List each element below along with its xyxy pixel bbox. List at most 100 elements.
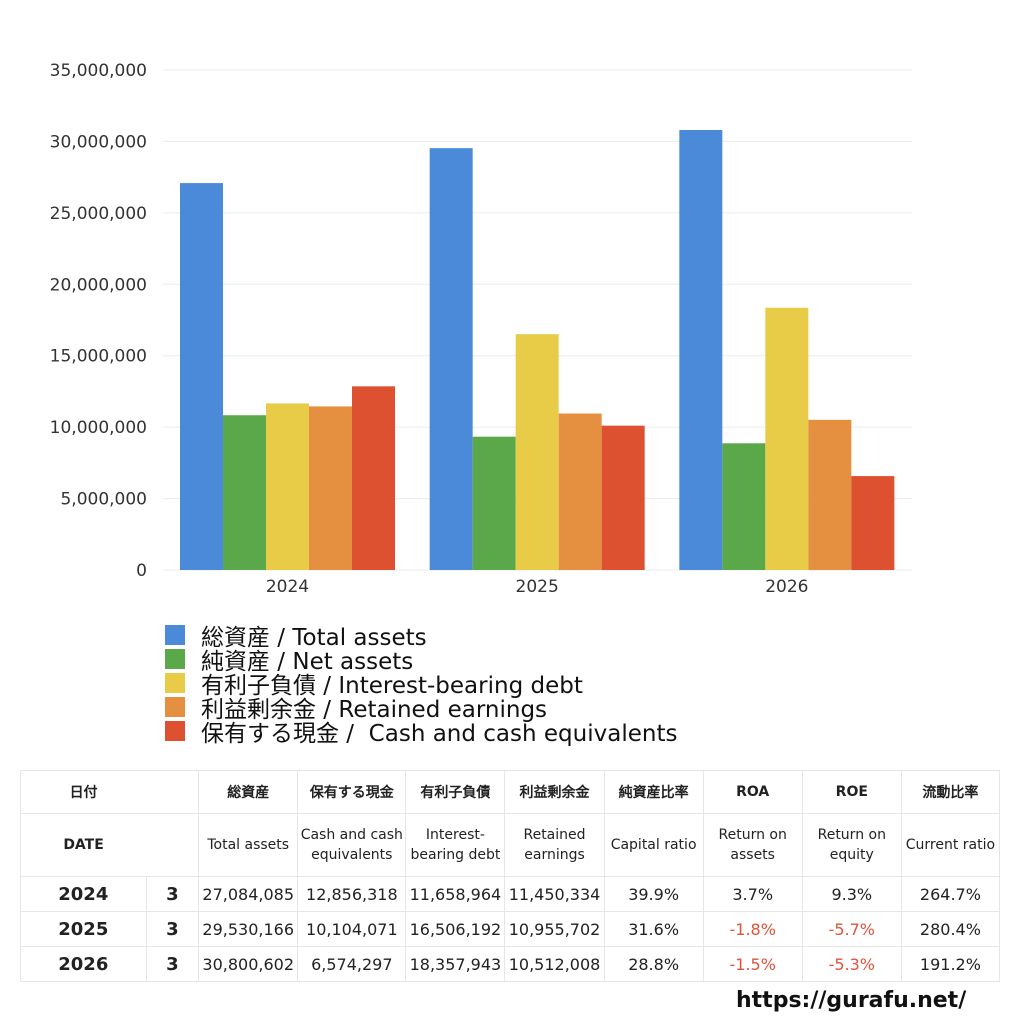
bar <box>851 476 895 570</box>
legend-label: 有利子負債 / Interest-bearing debt <box>201 673 583 699</box>
legend-label: 保有する現金 / Cash and cash equivalents <box>201 721 678 747</box>
table-cell: 3 <box>145 876 200 912</box>
table-cell: -1.5% <box>702 946 803 982</box>
bar <box>601 425 645 570</box>
header-cell: Cash and cash equivalents <box>297 813 407 877</box>
header-cell: 保有する現金 <box>297 770 407 814</box>
y-tick-label: 20,000,000 <box>50 275 147 295</box>
table-cell: 11,658,964 <box>405 876 506 912</box>
legend-label: 純資産 / Net assets <box>201 649 414 675</box>
table-cell: 3.7% <box>702 876 803 912</box>
y-tick-label: 5,000,000 <box>60 490 147 510</box>
bar <box>472 436 516 570</box>
legend-item: 総資産 / Total assets <box>165 623 677 651</box>
table-cell: 18,357,943 <box>405 946 506 982</box>
header-cell <box>146 770 200 814</box>
table-cell: 12,856,318 <box>297 876 407 912</box>
header-cell: DATE <box>20 813 147 877</box>
table-cell: 280.4% <box>900 911 1001 947</box>
table-cell: 31.6% <box>603 911 704 947</box>
table-cell: 2024 <box>20 876 147 912</box>
bar <box>558 413 602 570</box>
header-cell: Return on equity <box>801 813 902 877</box>
legend-swatch <box>165 649 185 669</box>
y-tick-label: 35,000,000 <box>50 61 147 81</box>
table-cell: 30,800,602 <box>198 946 299 982</box>
legend-label: 利益剰余金 / Retained earnings <box>201 697 548 723</box>
legend: 総資産 / Total assets 純資産 / Net assets 有利子負債 … <box>165 623 677 747</box>
table-row: 2026 3 30,800,602 6,574,297 18,357,943 10,512… <box>20 946 1001 982</box>
table-cell: 2025 <box>20 911 147 947</box>
table-cell: 27,084,085 <box>198 876 299 912</box>
header-cell: Total assets <box>198 813 299 877</box>
table-header-en: DATE Total assets Cash and cash equivalent… <box>20 813 1001 877</box>
table-cell: 3 <box>145 946 200 982</box>
bar <box>515 334 559 570</box>
legend-item: 保有する現金 / Cash and cash equivalents <box>165 719 677 747</box>
legend-swatch <box>165 697 185 717</box>
table-cell: 191.2% <box>900 946 1001 982</box>
header-cell: 総資産 <box>198 770 299 814</box>
header-cell: 有利子負債 <box>405 770 506 814</box>
x-tick-label: 2026 <box>765 577 808 597</box>
legend-item: 利益剰余金 / Retained earnings <box>165 695 677 723</box>
header-cell: 日付 <box>20 770 147 814</box>
table-cell: 11,450,334 <box>504 876 605 912</box>
bar <box>266 403 309 570</box>
legend-item: 純資産 / Net assets <box>165 647 677 675</box>
bar <box>429 148 473 570</box>
header-cell: Interest-bearing debt <box>405 813 506 877</box>
header-cell: ROE <box>801 770 902 814</box>
table-cell: 16,506,192 <box>405 911 506 947</box>
table-cell: 29,530,166 <box>198 911 299 947</box>
y-tick-label: 0 <box>136 561 147 581</box>
table-cell: 10,955,702 <box>504 911 605 947</box>
header-cell: Return on assets <box>702 813 803 877</box>
bar <box>180 183 223 570</box>
table-cell: 39.9% <box>603 876 704 912</box>
x-tick-label: 2025 <box>516 577 559 597</box>
header-cell: Capital ratio <box>603 813 704 877</box>
y-tick-label: 15,000,000 <box>50 347 147 367</box>
y-tick-label: 30,000,000 <box>50 132 147 152</box>
table-cell: 28.8% <box>603 946 704 982</box>
bar <box>352 386 395 570</box>
legend-label: 総資産 / Total assets <box>201 625 427 651</box>
table-cell: 2026 <box>20 946 147 982</box>
table-cell: -5.3% <box>801 946 902 982</box>
table-cell: -1.8% <box>702 911 803 947</box>
bar <box>223 415 266 570</box>
bars <box>180 129 895 570</box>
header-cell: Current ratio <box>900 813 1001 877</box>
legend-swatch <box>165 625 185 645</box>
table-cell: 6,574,297 <box>297 946 407 982</box>
table-cell: 9.3% <box>801 876 902 912</box>
legend-swatch <box>165 673 185 693</box>
header-cell: 流動比率 <box>900 770 1001 814</box>
y-axis-ticks: 0 5,000,000 10,000,000 15,000,000 20,000,000… <box>50 61 147 581</box>
bar <box>309 406 352 570</box>
legend-swatch <box>165 721 185 741</box>
table-cell: 264.7% <box>900 876 1001 912</box>
y-tick-label: 25,000,000 <box>50 204 147 224</box>
bar-chart: 0 5,000,000 10,000,000 15,000,000 20,000,000… <box>50 61 912 597</box>
table-cell: 3 <box>145 911 200 947</box>
bar <box>679 129 723 570</box>
bar <box>722 443 766 570</box>
table-row: 2025 3 29,530,166 10,104,071 16,506,192 10,95… <box>20 911 1001 947</box>
table-row: 2024 3 27,084,085 12,856,318 11,658,964 11,45… <box>20 876 1001 912</box>
table-cell: -5.7% <box>801 911 902 947</box>
x-axis-ticks: 2024 2025 2026 <box>266 577 809 597</box>
header-cell: ROA <box>702 770 803 814</box>
header-cell: Retained earnings <box>504 813 605 877</box>
y-tick-label: 10,000,000 <box>50 418 147 438</box>
table-cell: 10,512,008 <box>504 946 605 982</box>
bar <box>808 419 852 570</box>
financial-table: 日付 総資産 保有する現金 有利子負債 利益剰余金 純資産比率 ROA ROE 流動比率 DAT… <box>20 770 1001 982</box>
header-cell: 利益剰余金 <box>504 770 605 814</box>
legend-item: 有利子負債 / Interest-bearing debt <box>165 671 677 699</box>
table-header-ja: 日付 総資産 保有する現金 有利子負債 利益剰余金 純資産比率 ROA ROE 流動比率 <box>20 770 1001 814</box>
x-tick-label: 2024 <box>266 577 309 597</box>
site-url: https://gurafu.net/ <box>736 988 967 1013</box>
header-cell <box>146 813 200 877</box>
